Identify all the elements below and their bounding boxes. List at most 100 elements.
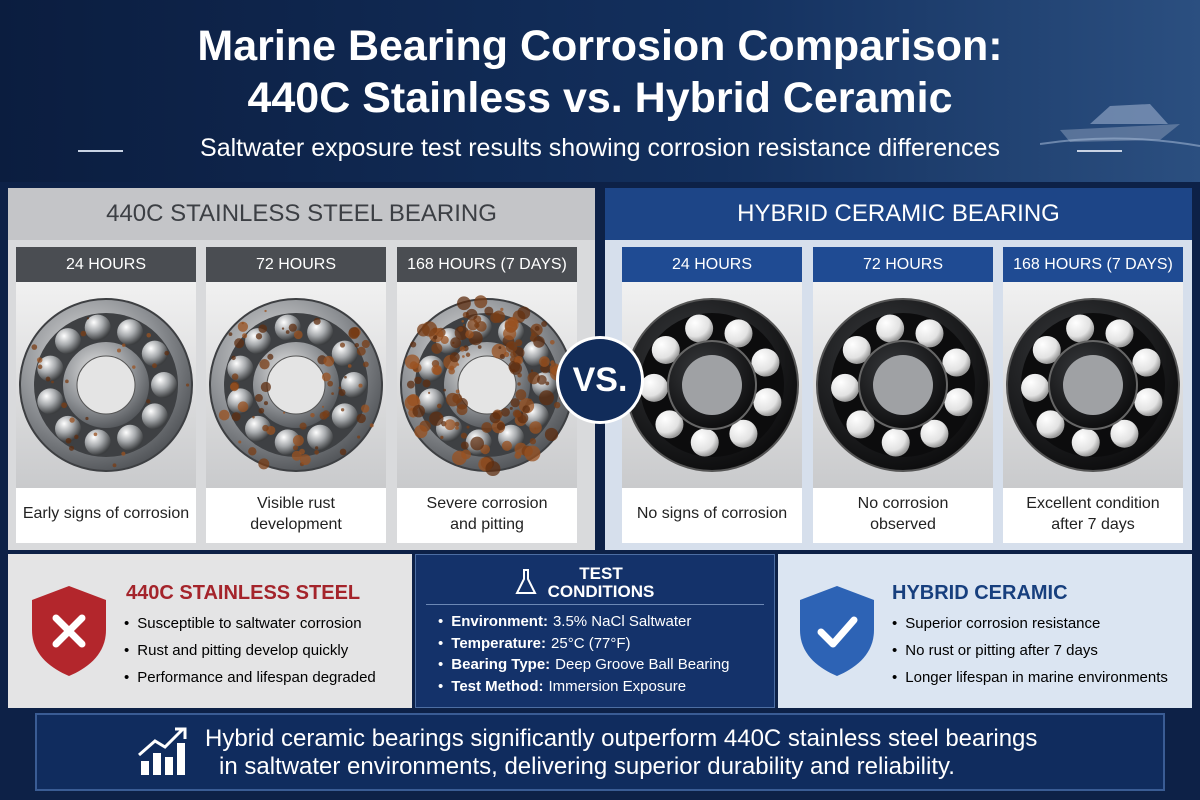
caption-line: development — [250, 516, 342, 533]
divider — [426, 604, 764, 605]
rust-spot — [338, 386, 342, 390]
time-label: 72 HOURS — [206, 247, 386, 282]
footer: Hybrid ceramic bearings significantly ou… — [35, 713, 1165, 791]
bore — [682, 355, 742, 415]
rust-spot — [515, 389, 527, 401]
bullet-text: Rust and pitting develop quickly — [137, 642, 349, 659]
ball — [151, 372, 177, 398]
rust-spot — [164, 350, 170, 356]
ceramic-summary: HYBRID CERAMIC • Superior corrosion resis… — [778, 554, 1192, 708]
rust-spot — [485, 461, 501, 477]
ball — [245, 328, 272, 355]
rust-spot — [313, 317, 321, 325]
rust-spot — [466, 425, 470, 429]
bearing-image — [16, 282, 196, 488]
rust-spot — [529, 438, 537, 445]
bullet-dot: • — [438, 656, 444, 673]
rust-spot — [248, 447, 257, 456]
ball — [117, 319, 144, 346]
rust-spot — [465, 330, 474, 339]
rust-spot — [539, 390, 555, 406]
rust-spot — [65, 437, 72, 444]
rust-spot — [293, 330, 303, 340]
caption: Early signs of corrosion — [16, 503, 196, 524]
rust-spot — [406, 380, 415, 389]
rust-spot — [259, 359, 270, 370]
rust-spot — [258, 324, 268, 333]
bullet-dot: • — [124, 615, 130, 632]
rust-spot — [460, 432, 468, 439]
ball — [37, 388, 64, 415]
rust-spot — [338, 389, 346, 397]
rust-spot — [530, 332, 535, 337]
rust-spot — [218, 409, 230, 421]
rust-spot — [299, 454, 311, 466]
rust-spot — [288, 323, 297, 332]
time-label: 72 HOURS — [813, 247, 993, 282]
bullet: • Rust and pitting develop quickly — [124, 637, 376, 664]
rust-spot — [230, 382, 239, 392]
rust-spot — [231, 355, 236, 361]
test-label: Bearing Type: — [451, 656, 551, 673]
rust-spot — [321, 372, 331, 382]
rust-spot — [410, 341, 417, 348]
bearing-image — [1003, 282, 1183, 488]
ball — [418, 388, 445, 415]
rust-spot — [490, 312, 501, 324]
rust-spot — [69, 417, 75, 423]
bearing-panel: 440C STAINLESS STEEL BEARING 24 HOURS Earl… — [8, 188, 595, 550]
rust-spot — [509, 406, 513, 410]
test-item: • Test Method: Immersion Exposure — [438, 676, 729, 698]
test-value: 25°C (77°F) — [551, 634, 631, 652]
test-title-line: TEST — [579, 564, 623, 583]
rust-spot — [242, 333, 248, 339]
ball — [1021, 373, 1050, 402]
rust-spot — [459, 346, 466, 352]
test-item: • Environment: 3.5% NaCl Saltwater — [438, 611, 729, 633]
rust-spot — [121, 451, 126, 456]
rust-spot — [422, 379, 431, 388]
time-card: 168 HOURS (7 DAYS) Severe corrosion and pi… — [397, 247, 577, 543]
test-value: Deep Groove Ball Bearing — [555, 656, 730, 673]
rust-spot — [112, 463, 117, 468]
rust-spot — [93, 432, 98, 437]
rust-spot — [461, 449, 471, 460]
bullet-list: • Susceptible to saltwater corrosion • Rust… — [124, 610, 376, 691]
rust-spot — [498, 346, 502, 350]
rust-spot — [536, 374, 547, 385]
test-item: • Bearing Type: Deep Groove Ball Bearing — [438, 654, 729, 676]
boat-illustration — [1040, 104, 1200, 147]
bullet-text: Superior corrosion resistance — [905, 615, 1101, 632]
ball — [55, 328, 82, 355]
rust-spot — [462, 355, 465, 358]
rust-spot — [228, 332, 233, 336]
rust-spot — [460, 441, 469, 450]
rust-spot — [524, 445, 541, 462]
rust-spot — [530, 369, 534, 372]
ball — [881, 428, 910, 457]
rust-spot — [45, 376, 51, 382]
time-card: 72 HOURS No corrosion observed — [813, 247, 993, 543]
time-label: 168 HOURS (7 DAYS) — [1003, 247, 1183, 282]
image-frame — [813, 282, 993, 488]
ball — [141, 403, 168, 430]
bullet-dot: • — [892, 669, 898, 686]
time-card: 24 HOURS No signs of corrosion — [622, 247, 802, 543]
summary-title: 440C STAINLESS STEEL — [126, 582, 361, 604]
rust-spot — [541, 321, 548, 327]
bearing-image — [622, 282, 802, 488]
rust-spot — [339, 342, 346, 348]
panel-title: HYBRID CERAMIC BEARING — [605, 188, 1192, 240]
rust-spot — [292, 435, 304, 446]
rust-spot — [31, 344, 38, 350]
rust-spot — [65, 379, 69, 384]
ball — [831, 373, 860, 402]
test-label: Temperature: — [451, 634, 547, 652]
subtitle: Saltwater exposure test results showing … — [200, 134, 1000, 162]
rust-spot — [86, 317, 90, 320]
ball — [876, 314, 905, 343]
time-label: 168 HOURS (7 DAYS) — [397, 247, 577, 282]
rust-spot — [477, 345, 482, 349]
ball — [331, 403, 358, 430]
rust-spot — [314, 450, 319, 455]
